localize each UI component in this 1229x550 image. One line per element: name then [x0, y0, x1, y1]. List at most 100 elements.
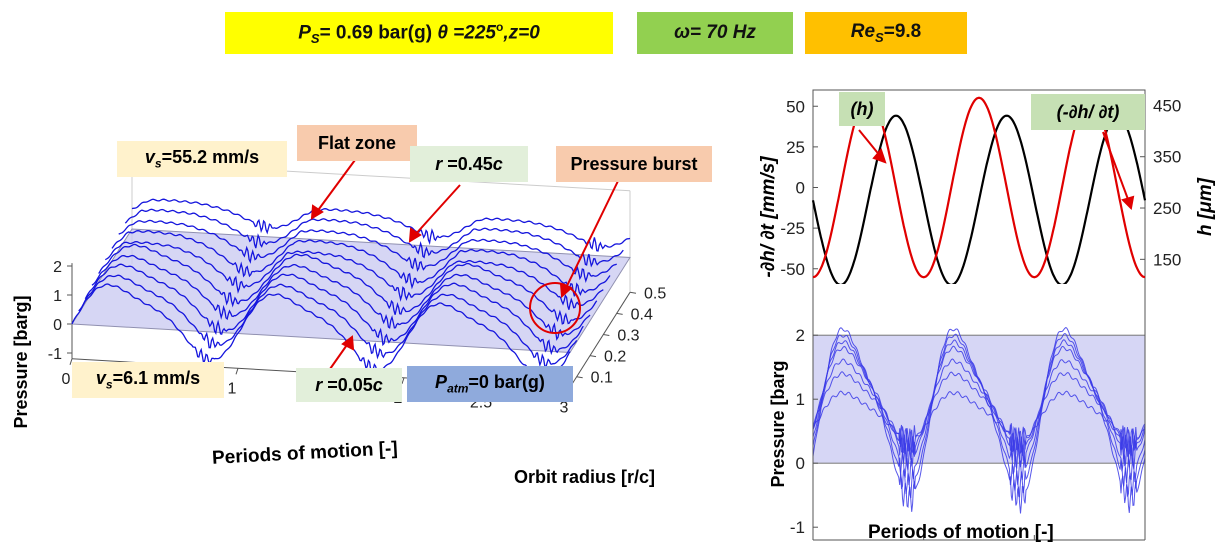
omega-badge: ω= 70 Hz [637, 12, 793, 54]
r-tick-label: 0.5 [644, 285, 666, 302]
pressure-trace-r0.2 [91, 254, 591, 341]
burst-arrowhead [559, 282, 573, 299]
dhdt-arrowhead [1121, 195, 1135, 211]
ps-value: = 0.69 bar(g) [319, 22, 433, 44]
flat-zone-arrowhead [310, 204, 324, 220]
rb-y-tick-label: -1 [790, 518, 805, 537]
vs-top-label: vs=55.2 mm/s [117, 141, 287, 177]
rb-y-tick-label: 2 [796, 326, 805, 345]
pressure-trace-r0.5 [131, 198, 631, 252]
flat-zone-label: Flat zone [297, 125, 417, 161]
patm-rest: =0 bar(g) [468, 372, 545, 393]
rt-arrows [858, 129, 1135, 211]
left-tick-label: 25 [786, 138, 805, 157]
right-tick-label: 350 [1153, 148, 1181, 167]
r-tick-mark [576, 376, 583, 379]
overlay-trace [812, 371, 1146, 456]
rb-x-tick-label: 1 [919, 539, 928, 542]
x-tick-mark [401, 377, 405, 384]
left-tick-label: 0 [796, 179, 805, 198]
z-tick-label: 0 [53, 317, 62, 334]
pressure-trace-r0.45 [124, 208, 624, 268]
z-tick-label: -1 [48, 346, 62, 363]
vs-bot-sym: v [95, 368, 106, 389]
pressure-overlay-chart: 210-10123 [790, 284, 1150, 542]
z-tick-label: 2 [53, 259, 62, 276]
overlay-trace [812, 358, 1146, 464]
overlay-trace [812, 390, 1146, 455]
left-ylabel: Orbit radius [r/c] [514, 467, 655, 488]
condition-badge: PS= 0.69 bar(g) θ =225o,z=0 [225, 12, 613, 54]
rb-x-tick-label: 0 [808, 539, 817, 542]
vs-top-sub: s [154, 156, 162, 171]
pressure-trace-r0.05 [71, 283, 571, 385]
vs-bot-rest: =6.1 mm/s [112, 368, 201, 389]
rt-right-ylabel: h [μm] [1195, 178, 1216, 236]
z-tick-label: 1 [53, 288, 62, 305]
theta-text: θ =225 [437, 22, 496, 44]
pressure-trace-r0.4 [118, 219, 617, 283]
left-ylabel-text: Orbit radius [r/c] [514, 467, 656, 487]
r-tick-mark [629, 291, 637, 294]
burst-circle [529, 282, 581, 334]
r-bottom-arrowhead [341, 335, 355, 351]
pressure-burst-label: Pressure burst [556, 146, 712, 182]
r-tick-label: 0.1 [591, 370, 613, 387]
re-value: =9.8 [883, 21, 922, 43]
annotation-arrows [310, 159, 619, 370]
vs-top-rest: =55.2 mm/s [161, 147, 260, 168]
dhdt-legend-label: (-∂h/ ∂t) [1031, 94, 1145, 130]
r-top-rest: =0.45 [442, 153, 493, 174]
r-top-c: c [492, 153, 503, 174]
rb-ylabel: Pressure [barg [768, 360, 788, 488]
h-series-line [811, 114, 1147, 287]
rb-x-tick-label: 3 [1140, 539, 1149, 542]
patm-label: Patm=0 bar(g) [407, 366, 573, 402]
r-top-arrowhead [408, 227, 422, 243]
burst-arrow [564, 180, 619, 291]
left-tick-label: 50 [786, 97, 805, 116]
x-tick-mark [69, 358, 73, 365]
ps-sub: S [310, 31, 320, 47]
rb-x-tick-label: 2 [1030, 539, 1039, 542]
x-tick-mark [235, 368, 239, 375]
overlay-traces [812, 327, 1146, 514]
r-axis-line [569, 292, 631, 388]
patm-sub: atm [447, 381, 469, 396]
x-tick-label: 0 [62, 371, 71, 388]
r-tick-mark [616, 312, 623, 315]
re-symbol: Re [850, 21, 876, 43]
h-legend-label: (h) [839, 92, 885, 126]
overlay-trace [812, 345, 1146, 471]
r-top-label: r =0.45c [410, 146, 528, 182]
right-tick-label: 250 [1153, 199, 1181, 218]
right-tick-label: 150 [1153, 250, 1181, 269]
x-tick-label: 3 [560, 399, 569, 416]
left-tick-label: -25 [780, 219, 805, 238]
reynolds-badge: ReS=9.8 [805, 12, 967, 54]
rb-ticks: 210-10123 [790, 284, 1150, 542]
pressure-trace-r0.15 [84, 263, 584, 356]
vs-bot-sub: s [105, 377, 113, 392]
pressure-trace-r0.1 [78, 274, 578, 370]
pressure-band [812, 334, 1146, 464]
pressure-trace-r0.25 [98, 243, 598, 325]
dhdt-arrow [1102, 131, 1130, 203]
left-zlabel: Pressure [barg] [11, 295, 31, 429]
left-tick-label: -50 [780, 260, 805, 279]
r-bot-c: c [372, 374, 383, 395]
theta-sup: o [495, 19, 504, 34]
pressure-trace-r0.3 [104, 240, 604, 310]
omega-text: ω= 70 Hz [674, 22, 756, 43]
rb-xlabel: Periods of motion [-] [868, 522, 1054, 543]
pressure-trace-r0.35 [111, 230, 611, 297]
re-sub: S [875, 29, 884, 45]
ps-symbol: P [298, 22, 311, 44]
h-arrowhead [872, 148, 887, 164]
vs-bottom-label: vs=6.1 mm/s [72, 362, 224, 398]
r-bot-sym: r [315, 374, 323, 395]
r-tick-mark [603, 334, 610, 337]
r-top-arrow [413, 184, 461, 237]
flat-zone-arrow [315, 159, 356, 214]
z-text: ,z=0 [503, 22, 540, 44]
